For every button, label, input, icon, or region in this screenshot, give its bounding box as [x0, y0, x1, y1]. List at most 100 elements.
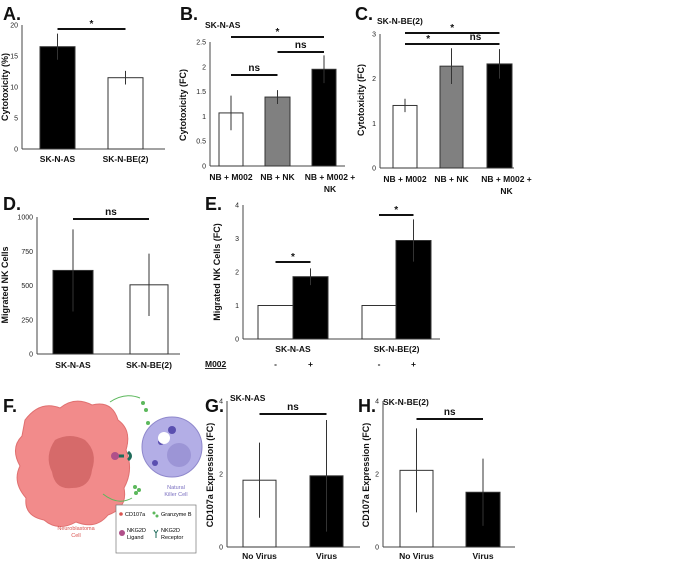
panel-title: SK-N-AS: [205, 20, 241, 30]
significance-label: ns: [248, 63, 260, 74]
legend-nkg2d-ligand: NKG2D Ligand: [127, 528, 146, 541]
category-label: NB + M002: [383, 174, 426, 184]
bar: [107, 77, 144, 150]
y-tick-label: 1: [202, 114, 206, 121]
bar: [311, 68, 337, 167]
panel-letter: C.: [355, 4, 373, 24]
bar: [361, 305, 397, 340]
y-tick-label: 2: [372, 76, 376, 83]
y-tick-label: 0: [375, 545, 379, 552]
category-label: SK-N-AS: [40, 154, 76, 164]
significance-label: *: [394, 205, 398, 216]
y-tick-label: 0: [29, 352, 33, 359]
legend-nkg2d-receptor: NKG2D Receptor: [161, 528, 183, 541]
significance-label: *: [426, 34, 430, 45]
bar: [292, 276, 329, 340]
category-label: SK-N-AS: [55, 360, 91, 370]
y-tick-label: 3: [372, 32, 376, 39]
significance-label: ns: [295, 40, 307, 51]
y-axis-label: Cytotoxicity (%): [0, 53, 10, 121]
y-tick-label: 10: [10, 85, 18, 92]
y-tick-label: 2.5: [196, 40, 206, 47]
y-tick-label: 2: [235, 270, 239, 277]
panel-title: SK-N-AS: [230, 393, 266, 403]
granzyme-icon: [155, 514, 159, 518]
y-axis-label: CD107a Expression (FC): [361, 423, 371, 528]
nucleus: [48, 436, 94, 489]
y-tick-label: 1: [235, 303, 239, 310]
y-tick-label: 4: [235, 203, 239, 210]
y-tick-label: 0: [219, 545, 223, 552]
category-label: NB + M002 + NK: [481, 174, 532, 196]
category-label: SK-N-AS: [275, 344, 311, 354]
panel-letter: F.: [3, 396, 17, 416]
y-tick-label: 2: [202, 64, 206, 71]
y-tick-label: 3: [235, 236, 239, 243]
receptor-icon: [153, 529, 159, 538]
significance-label: ns: [105, 207, 117, 218]
category-label: NB + M002: [209, 172, 252, 182]
treatment-label: M002: [205, 359, 227, 369]
bar: [392, 104, 418, 169]
y-axis-label: Cytotoxicity (FC): [178, 69, 188, 141]
panel-letter: G.: [205, 396, 224, 416]
cd107a-icon: [119, 512, 123, 516]
y-tick-label: 250: [21, 317, 33, 324]
nk-neuroblastoma-illustration: Neuroblastoma Cell Natural Killer Cell CD1…: [15, 395, 203, 554]
y-tick-label: 15: [10, 54, 18, 61]
significance-label: ns: [470, 32, 482, 43]
category-label: No Virus: [399, 551, 434, 561]
bar: [257, 305, 294, 340]
chart-panel-b: 0 0.5 1 1.5 2 2.5 Cytotoxicity (FC) SK-N-AS NB +…: [178, 20, 355, 194]
significance-label: *: [276, 27, 280, 38]
y-axis-label: CD107a Expression (FC): [205, 423, 215, 528]
y-tick-label: 0: [235, 337, 239, 344]
y-tick-label: 2: [219, 472, 223, 479]
y-axis-label: Migrated NK Cells (FC): [212, 223, 222, 321]
treatment-marker: -: [378, 359, 381, 369]
tumor-cell-label: Neuroblastoma Cell: [57, 526, 95, 539]
significance-label: ns: [444, 407, 456, 418]
category-label: SK-N-BE(2): [374, 344, 420, 354]
panel-letter: A.: [3, 4, 21, 24]
chart-panel-e: 0 1 2 3 4 Migrated NK Cells (FC) SK-N-AS SK-N-B…: [205, 203, 440, 369]
treatment-marker: +: [411, 359, 416, 369]
category-label: SK-N-BE(2): [103, 154, 149, 164]
vesicle: [158, 432, 170, 444]
y-axis-label: Migrated NK Cells: [0, 246, 10, 323]
chart-panel-g: 0 2 4 CD107a Expression (FC) SK-N-AS No Virus…: [205, 393, 360, 561]
y-tick-label: 0: [14, 147, 18, 154]
bar: [218, 112, 244, 167]
chart-panel-c: 0 1 2 3 Cytotoxicity (FC) SK-N-BE(2) NB + M002…: [356, 16, 532, 196]
chart-panel-a: 0 5 10 15 20 Cytotoxicity (%) SK-N-AS SK-N-BE(2…: [0, 19, 165, 164]
nkg2d-ligand-icon: [111, 452, 119, 460]
category-label: NB + NK: [434, 174, 469, 184]
category-label: NB + M002 + NK: [305, 172, 356, 194]
y-tick-label: 0: [372, 166, 376, 173]
significance-label: *: [291, 252, 295, 263]
panel-letter: H.: [358, 396, 376, 416]
category-label: No Virus: [242, 551, 277, 561]
nk-nucleus: [167, 443, 191, 467]
treatment-marker: +: [308, 359, 313, 369]
y-tick-label: 1000: [17, 215, 33, 222]
significance-label: *: [450, 23, 454, 34]
y-tick-label: 750: [21, 249, 33, 256]
panel-title: SK-N-BE(2): [377, 16, 423, 26]
y-tick-label: 4: [219, 399, 223, 406]
arrow-icon: [109, 395, 141, 403]
y-tick-label: 4: [375, 399, 379, 406]
y-tick-label: 500: [21, 283, 33, 290]
category-label: Virus: [472, 551, 493, 561]
legend-box: [115, 504, 197, 554]
bar: [264, 96, 291, 167]
arrow-icon: [102, 493, 133, 502]
chart-panel-h: 0 2 4 CD107a Expression (FC) SK-N-BE(2) No Vi…: [361, 397, 515, 561]
category-label: SK-N-BE(2): [126, 360, 172, 370]
granule: [168, 426, 176, 434]
y-tick-label: 1: [372, 121, 376, 128]
y-tick-label: 5: [14, 116, 18, 123]
